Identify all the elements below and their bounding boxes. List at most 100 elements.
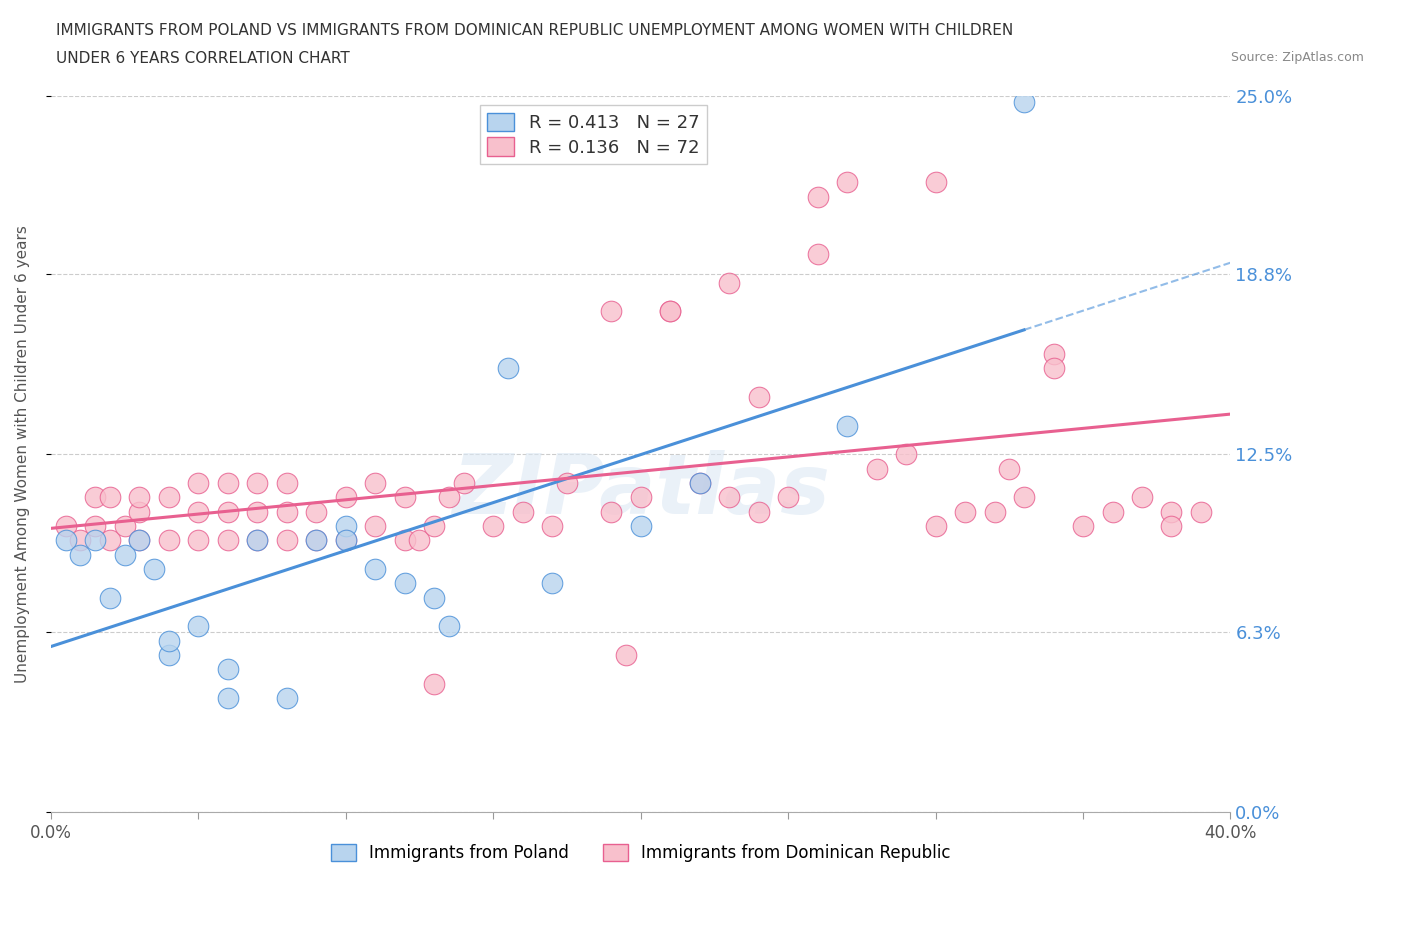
Point (630, 490, 652, 505)
Point (157, 633, 180, 648)
Point (953, 504, 976, 519)
Point (689, 475, 711, 490)
Point (1071, 519, 1094, 534)
Text: ZIPatlas: ZIPatlas (451, 450, 830, 531)
Point (305, 504, 328, 519)
Point (217, 662, 239, 677)
Point (128, 504, 150, 519)
Point (541, 576, 564, 591)
Point (924, 519, 946, 534)
Point (84, 533, 107, 548)
Point (217, 690, 239, 705)
Point (512, 504, 534, 519)
Point (217, 533, 239, 548)
Point (998, 461, 1021, 476)
Point (614, 647, 637, 662)
Point (364, 519, 387, 534)
Point (128, 490, 150, 505)
Point (157, 647, 180, 662)
Point (778, 490, 800, 505)
Point (1130, 490, 1153, 505)
Point (1012, 95, 1035, 110)
Point (98, 591, 121, 605)
Point (276, 475, 298, 490)
Point (1160, 504, 1182, 519)
Point (335, 533, 357, 548)
Point (600, 504, 623, 519)
Text: IMMIGRANTS FROM POLAND VS IMMIGRANTS FROM DOMINICAN REPUBLIC UNEMPLOYMENT AMONG : IMMIGRANTS FROM POLAND VS IMMIGRANTS FRO… (56, 23, 1014, 38)
Point (364, 475, 387, 490)
Point (437, 490, 460, 505)
Text: Source: ZipAtlas.com: Source: ZipAtlas.com (1230, 51, 1364, 64)
Point (748, 504, 770, 519)
Point (305, 533, 328, 548)
Point (157, 490, 180, 505)
Point (246, 533, 269, 548)
Point (865, 461, 887, 476)
Point (835, 418, 858, 433)
Point (55, 519, 77, 534)
Point (335, 533, 357, 548)
Point (423, 591, 446, 605)
Point (276, 690, 298, 705)
Point (335, 490, 357, 505)
Point (1189, 504, 1212, 519)
Point (276, 504, 298, 519)
Point (423, 676, 446, 691)
Point (600, 304, 623, 319)
Point (659, 304, 682, 319)
Point (157, 533, 180, 548)
Point (1042, 361, 1064, 376)
Point (114, 547, 136, 562)
Point (246, 504, 269, 519)
Point (246, 533, 269, 548)
Point (630, 519, 652, 534)
Point (835, 175, 858, 190)
Point (98, 490, 121, 505)
Point (408, 533, 430, 548)
Point (394, 490, 416, 505)
Point (496, 361, 519, 376)
Point (807, 246, 830, 261)
Point (187, 475, 209, 490)
Point (246, 475, 269, 490)
Point (718, 490, 741, 505)
Point (894, 447, 917, 462)
Point (718, 275, 741, 290)
Point (276, 533, 298, 548)
Point (69, 547, 91, 562)
Point (55, 533, 77, 548)
Point (437, 618, 460, 633)
Point (555, 475, 578, 490)
Point (128, 533, 150, 548)
Point (1042, 347, 1064, 362)
Point (98, 533, 121, 548)
Point (482, 519, 505, 534)
Point (128, 533, 150, 548)
Point (924, 175, 946, 190)
Point (217, 504, 239, 519)
Point (748, 390, 770, 405)
Point (187, 618, 209, 633)
Point (335, 519, 357, 534)
Point (84, 519, 107, 534)
Legend: Immigrants from Poland, Immigrants from Dominican Republic: Immigrants from Poland, Immigrants from … (325, 837, 957, 869)
Point (217, 475, 239, 490)
Point (114, 519, 136, 534)
Text: UNDER 6 YEARS CORRELATION CHART: UNDER 6 YEARS CORRELATION CHART (56, 51, 350, 66)
Point (394, 576, 416, 591)
Point (453, 475, 475, 490)
Point (364, 562, 387, 577)
Point (305, 533, 328, 548)
Point (807, 189, 830, 204)
Point (983, 504, 1005, 519)
Point (143, 562, 166, 577)
Point (84, 490, 107, 505)
Point (689, 475, 711, 490)
Point (423, 519, 446, 534)
Point (541, 519, 564, 534)
Point (187, 504, 209, 519)
Y-axis label: Unemployment Among Women with Children Under 6 years: Unemployment Among Women with Children U… (15, 225, 30, 684)
Point (659, 304, 682, 319)
Point (1160, 519, 1182, 534)
